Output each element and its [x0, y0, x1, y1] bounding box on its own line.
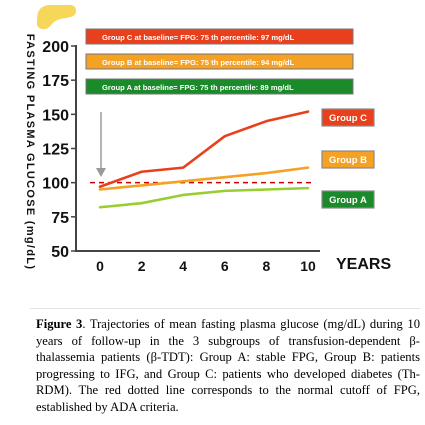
figure-caption: Figure 3. Trajectories of mean fasting p… — [36, 316, 420, 416]
caption-text: . Trajectories of mean fasting plasma gl… — [36, 317, 420, 414]
legend-box — [321, 150, 375, 169]
series-line-group-a — [98, 186, 310, 209]
caption-divider — [30, 308, 420, 309]
x-tick-label: 0 — [96, 258, 104, 274]
series-group — [98, 110, 310, 209]
x-tick-label: 10 — [300, 258, 316, 274]
baseline-box — [85, 28, 354, 45]
arrow-head — [96, 168, 106, 177]
legend-label: Group A — [329, 195, 367, 206]
baseline-box — [85, 78, 354, 95]
baseline-box-text: Group A at baseline= FPG: 75 th percenti… — [102, 83, 294, 92]
x-tick-label: 8 — [263, 258, 271, 274]
baseline-arrow — [96, 112, 106, 177]
legend: Group C Group B Group A — [321, 108, 375, 209]
y-tick-label: 75 — [51, 210, 69, 227]
x-tick-label: 6 — [221, 258, 229, 274]
x-tick-label: 2 — [138, 258, 146, 274]
baseline-box — [85, 53, 354, 70]
baseline-boxes: Group C at baseline= FPG: 75 th percenti… — [85, 28, 354, 95]
legend-box — [321, 108, 375, 127]
y-tick-label: 150 — [42, 107, 69, 124]
figure-label: Figure 3 — [36, 317, 83, 331]
y-tick-label: 200 — [42, 39, 69, 56]
x-axis-label: YEARS — [336, 256, 391, 273]
baseline-box-text: Group B at baseline= FPG: 75 th percenti… — [102, 58, 295, 67]
baseline-box-text: Group C at baseline= FPG: 75 th percenti… — [102, 33, 295, 42]
x-tick-label: 4 — [179, 258, 187, 274]
legend-label: Group C — [329, 113, 367, 124]
y-tick-label: 175 — [42, 73, 69, 90]
y-tick-label: 50 — [51, 244, 69, 261]
series-line-group-c — [98, 110, 310, 189]
tick-labels: 50 75 100 125 150 175 200 0 2 4 6 8 10 YEARS — [42, 39, 391, 274]
chart-area: Group C at baseline= FPG: 75 th percenti… — [24, 28, 391, 274]
axes — [71, 45, 320, 252]
line-chart: Group C at baseline= FPG: 75 th percenti… — [42, 28, 391, 274]
legend-box — [321, 190, 375, 209]
series-line-group-b — [98, 166, 310, 191]
y-tick-label: 125 — [42, 142, 69, 159]
yellow-tab-decoration — [36, 5, 76, 30]
y-tick-label: 100 — [42, 176, 69, 193]
legend-label: Group B — [329, 155, 367, 166]
